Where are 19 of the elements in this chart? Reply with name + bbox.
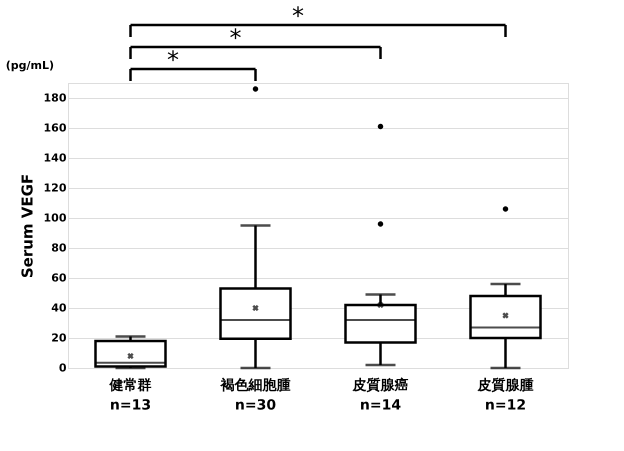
y-tick-label: 100 bbox=[44, 212, 67, 224]
y-tick-label: 40 bbox=[51, 302, 67, 314]
x-tick-label: 健常群 n=13 bbox=[108, 378, 152, 414]
text: * bbox=[230, 24, 242, 52]
y-tick-label: 0 bbox=[58, 362, 67, 374]
y-tick-label: 120 bbox=[44, 182, 67, 194]
x-tick-label: 皮質腺癌 n=14 bbox=[352, 376, 408, 414]
text: * bbox=[167, 46, 179, 74]
y-tick-label: 80 bbox=[51, 242, 67, 254]
y-tick-label: 60 bbox=[51, 272, 67, 284]
y-tick-label: 140 bbox=[44, 152, 67, 164]
y-tick-label: 20 bbox=[51, 332, 67, 344]
x-tick-label: 褐色細胞腫 n=30 bbox=[220, 376, 290, 414]
y-tick-label: 180 bbox=[44, 92, 67, 104]
y-axis-title: Serum VEGF bbox=[18, 174, 37, 278]
y-tick-label: 160 bbox=[44, 122, 67, 134]
x-tick-label: 皮質腺腫 n=12 bbox=[476, 376, 534, 414]
text: * bbox=[292, 2, 304, 30]
text: (pg/mL) bbox=[6, 59, 54, 72]
